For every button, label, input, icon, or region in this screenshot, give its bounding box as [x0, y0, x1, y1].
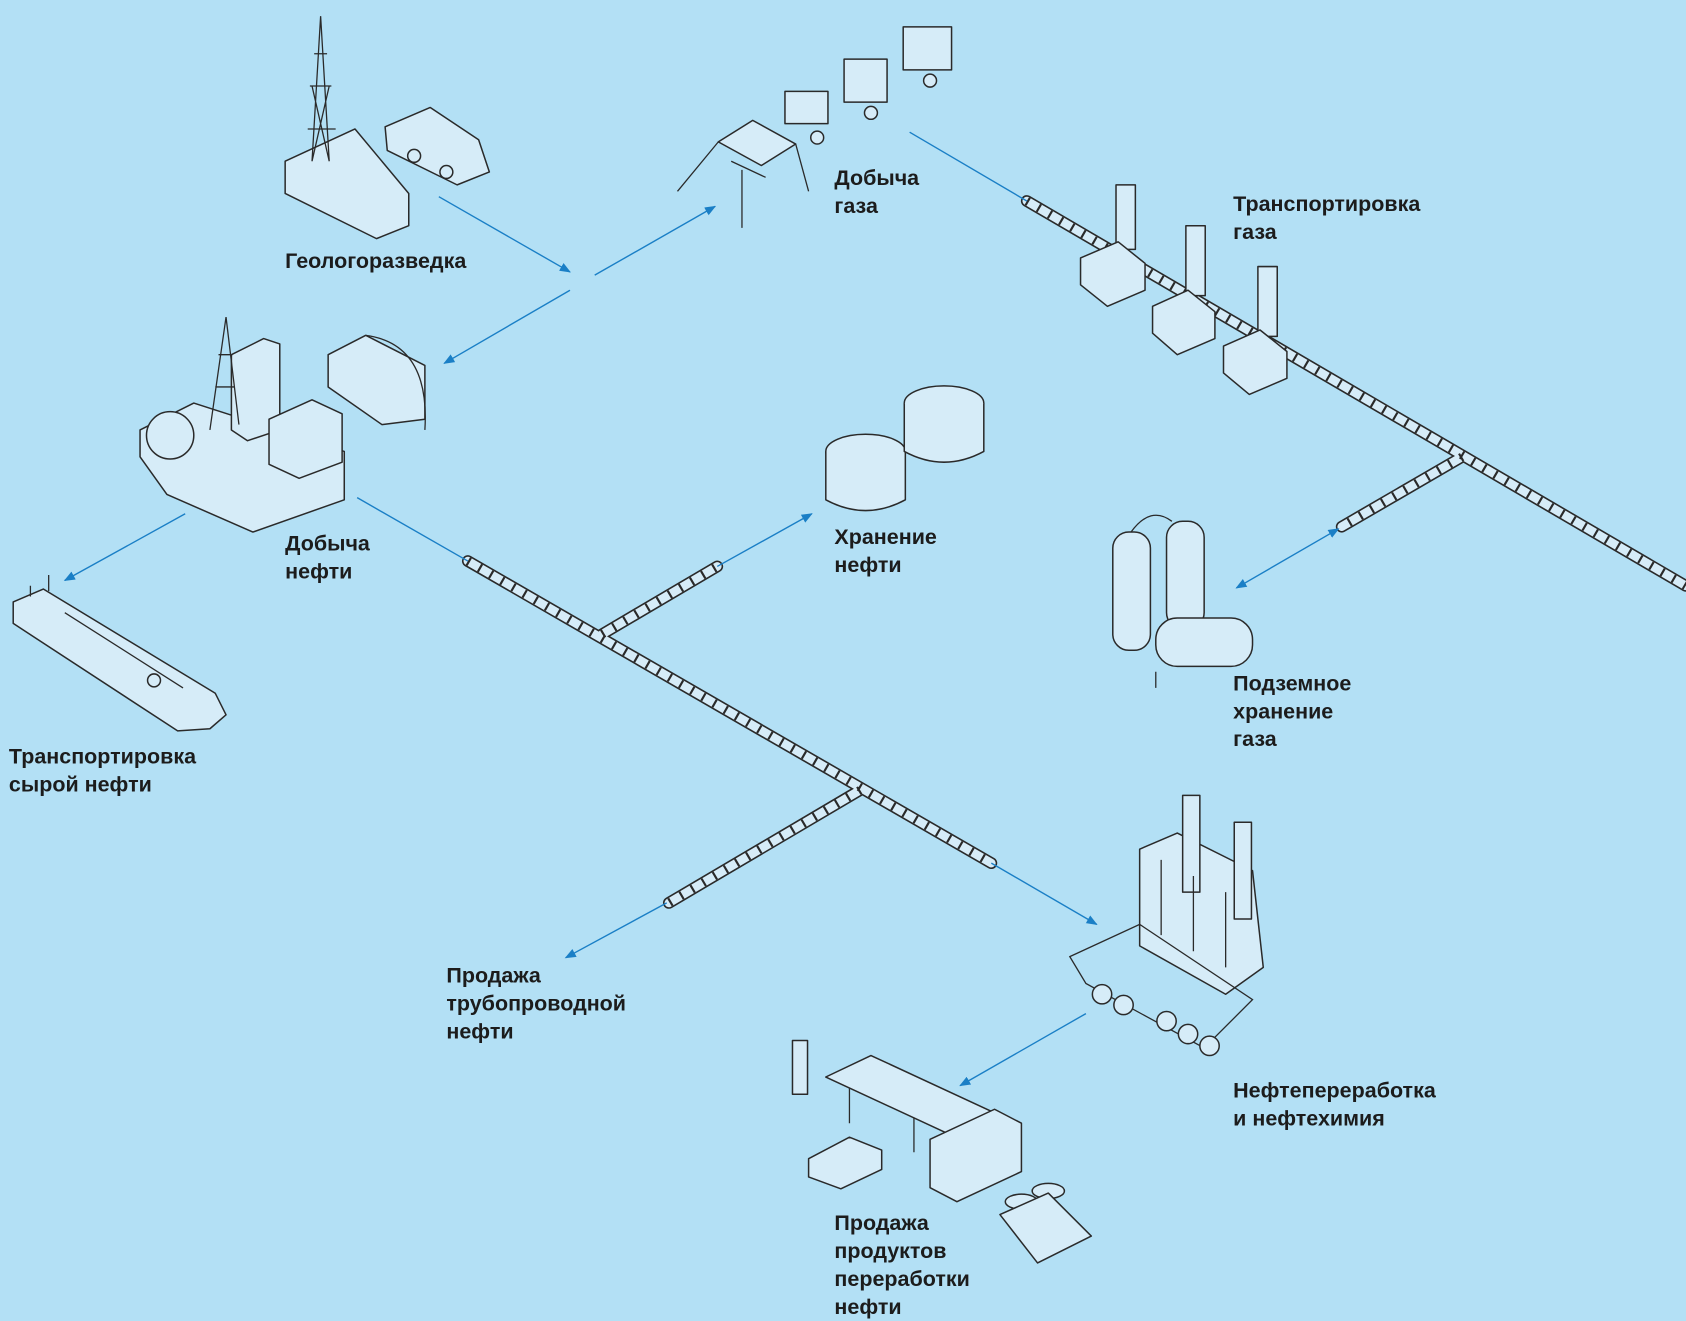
oil-pipeline: [468, 561, 991, 903]
label-crude-transport: Транспортировка: [9, 744, 197, 768]
label-oil-storage: нефти: [834, 553, 901, 577]
icon-oil-production: [140, 317, 425, 532]
label-pipeline-sales: нефти: [446, 1020, 513, 1044]
icon-oil-storage: [826, 386, 984, 511]
icon-crude-tanker: [13, 575, 226, 731]
icon-refinery: [1070, 795, 1263, 1055]
label-oil-production: нефти: [285, 560, 352, 584]
icon-exploration: [285, 16, 489, 238]
icon-gas-production: [677, 27, 951, 228]
icon-underground-gas-storage: [1113, 515, 1253, 688]
label-product-sales: переработки: [834, 1267, 969, 1291]
label-oil-production: Добыча: [285, 532, 371, 556]
label-gas-storage: Подземное: [1233, 671, 1351, 695]
label-gas-transport: Транспортировка: [1233, 192, 1421, 216]
label-product-sales: продуктов: [834, 1239, 946, 1263]
label-product-sales: нефти: [834, 1295, 901, 1319]
label-crude-transport: сырой нефти: [9, 772, 152, 796]
label-refining: Нефтепереработка: [1233, 1079, 1437, 1103]
value-chain-diagram: Геологоразведка Добыча газа Транспортиро…: [0, 0, 1686, 1321]
label-gas-production: газа: [834, 194, 879, 218]
label-gas-transport: газа: [1233, 220, 1278, 244]
label-gas-storage: хранение: [1233, 699, 1333, 723]
pipelines: [468, 201, 1686, 903]
label-product-sales: Продажа: [834, 1211, 929, 1235]
label-pipeline-sales: трубопроводной: [446, 992, 626, 1016]
label-refining: и нефтехимия: [1233, 1107, 1385, 1131]
label-oil-storage: Хранение: [834, 525, 937, 549]
label-exploration: Геологоразведка: [285, 249, 467, 273]
label-gas-production: Добыча: [834, 166, 920, 190]
label-gas-storage: газа: [1233, 727, 1278, 751]
label-pipeline-sales: Продажа: [446, 964, 541, 988]
